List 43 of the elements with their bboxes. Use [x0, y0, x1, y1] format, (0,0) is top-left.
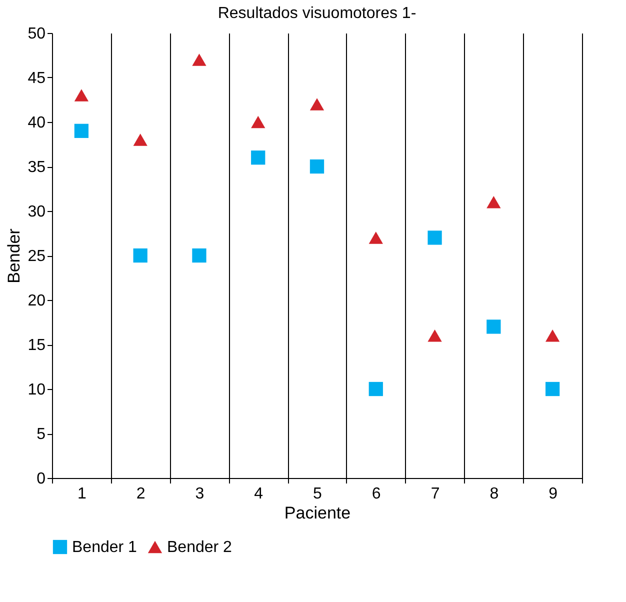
y-tick-label: 35	[28, 159, 46, 176]
y-tick-label: 10	[28, 382, 46, 398]
point	[428, 329, 442, 342]
x-tick-label: 6	[372, 486, 381, 502]
x-tick-label: 9	[548, 486, 558, 502]
point	[310, 159, 324, 174]
x-tick-label: 3	[195, 486, 204, 502]
point	[486, 320, 501, 334]
y-axis-title: Bender	[4, 228, 24, 284]
point	[192, 248, 206, 263]
legend-label: Bender 2	[167, 539, 232, 556]
point	[368, 232, 383, 244]
y-tick-label: 20	[28, 292, 46, 310]
chart-title: Resultados visuomotores 1-	[218, 5, 416, 22]
x-tick-label: 1	[77, 486, 86, 502]
y-tick-label: 30	[28, 204, 46, 220]
point	[133, 248, 148, 263]
x-tick-label: 7	[430, 486, 440, 502]
y-tick-label: 15	[28, 337, 46, 354]
point	[74, 89, 89, 102]
point	[368, 382, 383, 396]
y-tick-label: 40	[28, 114, 46, 132]
y-tick-label: 25	[28, 248, 46, 265]
legend-label: Bender 1	[72, 539, 138, 556]
point	[251, 116, 266, 128]
y-tick-label: 50	[28, 26, 46, 42]
point	[133, 134, 148, 146]
y-tick-label: 0	[36, 470, 46, 488]
point	[545, 382, 560, 396]
point	[545, 329, 560, 342]
point	[486, 196, 501, 208]
y-tick-label: 5	[36, 426, 46, 443]
point	[428, 230, 442, 245]
point	[310, 98, 324, 110]
point	[251, 150, 266, 165]
point	[74, 124, 89, 138]
x-tick-label: 4	[254, 486, 264, 502]
y-tick-label: 45	[28, 70, 46, 87]
x-tick-label: 2	[136, 486, 146, 502]
point	[192, 54, 206, 66]
x-tick-label: 8	[490, 486, 499, 502]
x-axis-title: Paciente	[284, 504, 351, 522]
x-tick-label: 5	[313, 486, 322, 502]
